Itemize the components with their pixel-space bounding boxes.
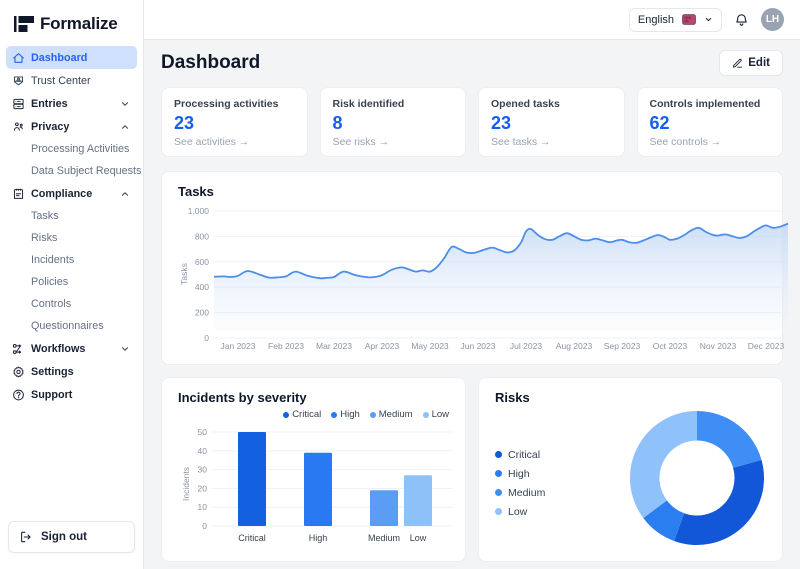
svg-text:50: 50 bbox=[198, 427, 208, 437]
svg-text:Nov 2023: Nov 2023 bbox=[700, 341, 737, 351]
svg-text:Jun 2023: Jun 2023 bbox=[461, 341, 496, 351]
svg-text:Oct 2023: Oct 2023 bbox=[653, 341, 688, 351]
svg-text:0: 0 bbox=[202, 521, 207, 531]
svg-text:Tasks: Tasks bbox=[179, 263, 189, 285]
svg-text:May 2023: May 2023 bbox=[411, 341, 449, 351]
svg-text:20: 20 bbox=[198, 483, 208, 493]
svg-text:Mar 2023: Mar 2023 bbox=[316, 341, 352, 351]
svg-text:Aug 2023: Aug 2023 bbox=[556, 341, 593, 351]
svg-text:High: High bbox=[309, 533, 328, 543]
svg-text:Apr 2023: Apr 2023 bbox=[365, 341, 400, 351]
svg-text:Low: Low bbox=[410, 533, 427, 543]
svg-text:Sep 2023: Sep 2023 bbox=[604, 341, 641, 351]
svg-text:10: 10 bbox=[198, 502, 208, 512]
svg-text:600: 600 bbox=[195, 257, 209, 267]
svg-text:Jan 2023: Jan 2023 bbox=[221, 341, 256, 351]
svg-text:30: 30 bbox=[198, 465, 208, 475]
svg-text:Medium: Medium bbox=[368, 533, 400, 543]
svg-text:400: 400 bbox=[195, 282, 209, 292]
svg-text:Critical: Critical bbox=[238, 533, 266, 543]
svg-text:40: 40 bbox=[198, 446, 208, 456]
svg-text:0: 0 bbox=[204, 333, 209, 343]
svg-text:Dec 2023: Dec 2023 bbox=[748, 341, 785, 351]
svg-text:800: 800 bbox=[195, 231, 209, 241]
svg-text:1,000: 1,000 bbox=[188, 206, 210, 216]
svg-text:Feb 2023: Feb 2023 bbox=[268, 341, 304, 351]
svg-text:Incidents: Incidents bbox=[181, 467, 191, 501]
svg-text:200: 200 bbox=[195, 308, 209, 318]
svg-text:Jul 2023: Jul 2023 bbox=[510, 341, 542, 351]
